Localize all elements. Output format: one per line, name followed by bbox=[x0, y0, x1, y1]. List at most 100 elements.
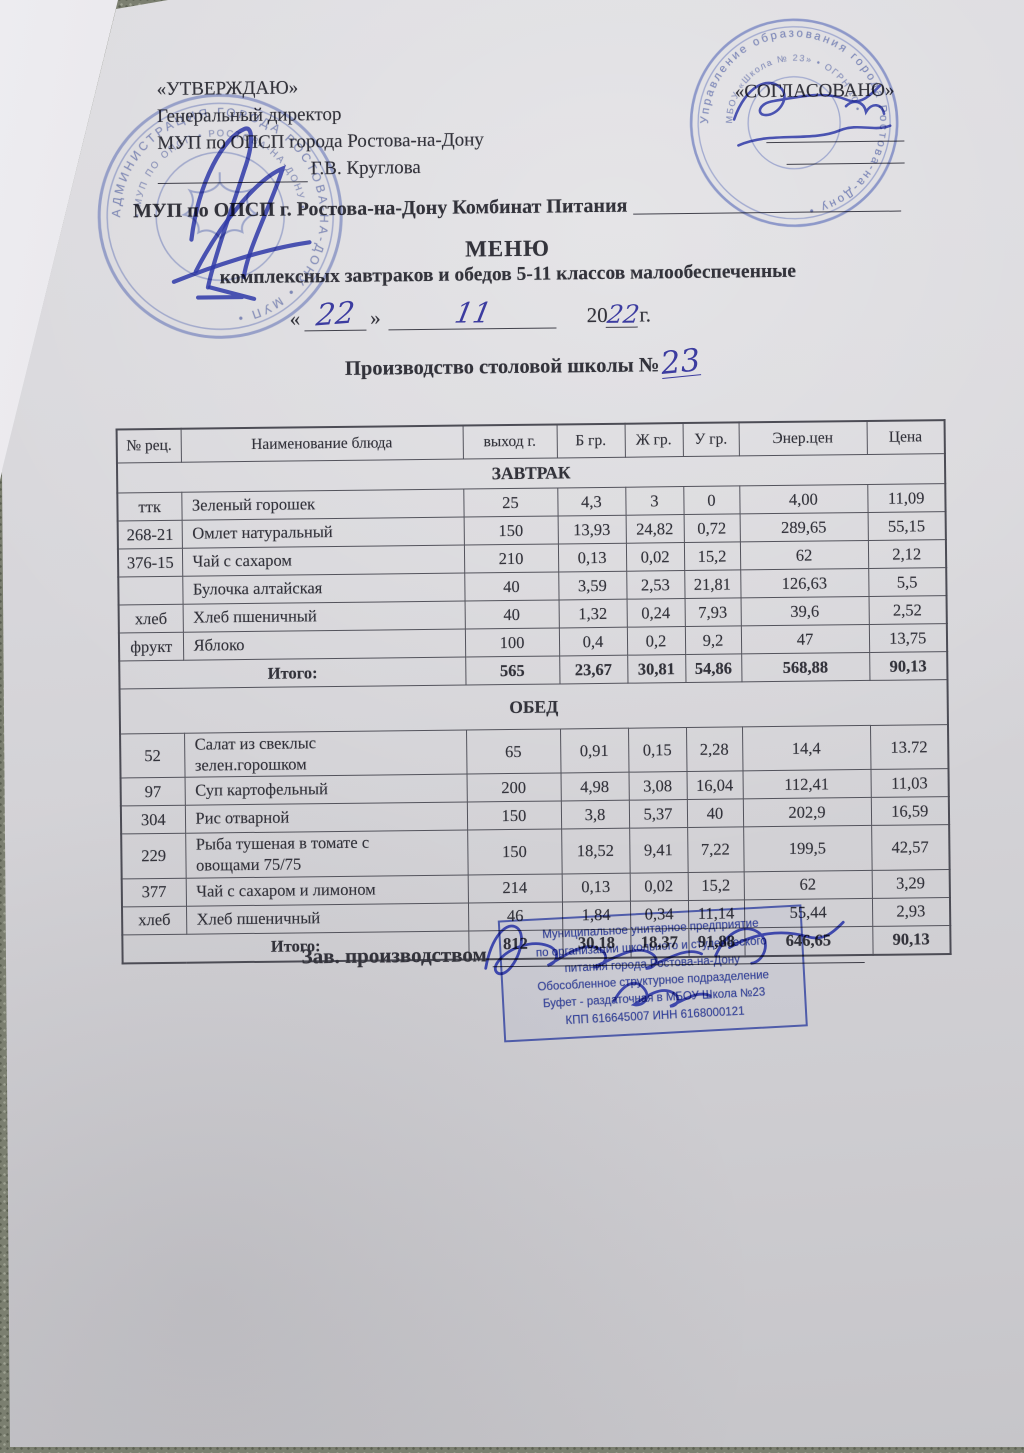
table-cell: 21,81 bbox=[684, 569, 741, 599]
table-cell: 18,52 bbox=[561, 828, 630, 874]
table-cell: 4,00 bbox=[739, 484, 868, 514]
table-cell: 16,04 bbox=[686, 771, 743, 800]
table-cell: 376-15 bbox=[117, 548, 183, 577]
production-line: Производство столовой школы № 23 bbox=[11, 342, 1024, 385]
table-cell: 0,13 bbox=[561, 872, 630, 902]
table-cell: 15,2 bbox=[683, 541, 741, 571]
table-cell: Омлет натуральный bbox=[181, 517, 464, 549]
column-header: Энер.цен bbox=[738, 420, 867, 456]
table-cell: 5,5 bbox=[868, 567, 947, 597]
table-cell: 39,6 bbox=[740, 596, 869, 626]
table-cell: 199,5 bbox=[743, 825, 872, 872]
date-year-slot: 20 22 г. bbox=[586, 299, 652, 329]
table-cell: Чай с сахаром bbox=[181, 545, 465, 577]
table-cell: 54,86 bbox=[685, 653, 742, 683]
table-cell: 23,67 bbox=[559, 655, 628, 684]
table-cell: 13.72 bbox=[869, 724, 949, 770]
table-cell: 7,93 bbox=[684, 597, 741, 627]
table-cell: 3,08 bbox=[628, 771, 687, 801]
table-cell: 565 bbox=[465, 655, 560, 686]
footer-label: Зав. производством bbox=[301, 942, 487, 969]
date-century: 20 bbox=[586, 302, 608, 328]
handwritten-year: 22 bbox=[605, 299, 642, 329]
table-cell: 62 bbox=[739, 540, 869, 570]
table-cell: 11,03 bbox=[870, 768, 949, 798]
table-cell: 4,98 bbox=[560, 772, 629, 802]
table-cell: 24,82 bbox=[625, 514, 684, 544]
table-cell: 0,13 bbox=[557, 543, 627, 572]
table-cell: 40 bbox=[686, 799, 744, 828]
table-cell: 7,22 bbox=[687, 827, 744, 873]
table-cell: 0,02 bbox=[629, 872, 688, 901]
stamp-ring bbox=[697, 26, 891, 220]
column-header: У гр. bbox=[682, 422, 739, 457]
table-cell: 9,2 bbox=[684, 625, 742, 655]
stamp-outer-circle bbox=[689, 18, 899, 228]
table-cell: 65 bbox=[466, 728, 561, 775]
table-cell: 16,59 bbox=[870, 796, 950, 826]
table-cell: 214 bbox=[467, 873, 562, 903]
table-cell: 0,4 bbox=[558, 627, 628, 656]
table-cell: 2,12 bbox=[867, 539, 947, 569]
table-cell: 3,59 bbox=[558, 571, 627, 600]
table-cell: Рыба тушеная в томате с овощами 75/75 bbox=[185, 830, 468, 878]
table-cell: 40 bbox=[464, 571, 559, 602]
table-cell: 30,81 bbox=[627, 654, 686, 684]
table-cell: 268-21 bbox=[117, 520, 182, 549]
round-stamp-right: Управление образования города Ростова-на… bbox=[689, 18, 899, 228]
table-cell: Суп картофельный bbox=[184, 774, 467, 806]
production-label: Производство столовой школы № bbox=[344, 354, 660, 380]
table-cell: Зеленый горошек bbox=[181, 489, 464, 521]
table-cell: 229 bbox=[121, 833, 186, 879]
table-cell: 0,72 bbox=[683, 513, 740, 543]
table-cell: 0,24 bbox=[626, 598, 685, 628]
table-cell bbox=[118, 576, 183, 605]
table-cell: 377 bbox=[121, 877, 186, 907]
table-cell: хлеб bbox=[118, 604, 183, 633]
signature-right bbox=[732, 81, 892, 147]
table-cell: Салат из свеклыс зелен.горошком bbox=[184, 730, 467, 778]
table-cell: 150 bbox=[466, 801, 562, 831]
signature-footer bbox=[484, 920, 845, 1008]
table-cell: 97 bbox=[120, 777, 185, 807]
table-cell: 150 bbox=[463, 515, 558, 546]
table-cell: 2,53 bbox=[626, 570, 685, 600]
table-cell: 5,37 bbox=[628, 799, 688, 829]
table-cell: 55,15 bbox=[867, 511, 946, 541]
table-cell: 3,29 bbox=[871, 869, 950, 898]
date-month-slot: 11 bbox=[388, 296, 557, 331]
table-cell: 40 bbox=[464, 599, 559, 630]
table-cell: 304 bbox=[120, 805, 186, 835]
table-cell: 62 bbox=[743, 869, 872, 900]
menu-table-body: ЗАВТРАК ттк Зеленый горошек 25 4,3 3 0 4,00 11,0… bbox=[116, 453, 951, 963]
table-cell: 150 bbox=[467, 829, 562, 875]
table-cell: 1,32 bbox=[558, 599, 627, 628]
table-cell: 15,2 bbox=[687, 871, 744, 901]
table-cell: 3 bbox=[625, 486, 684, 516]
table-cell: 0,2 bbox=[626, 626, 686, 656]
table-cell: Чай с сахаром и лимоном bbox=[185, 874, 468, 906]
table-cell: 90,13 bbox=[869, 651, 948, 681]
date-suffix: г. bbox=[639, 302, 652, 327]
table-cell: Хлеб пшеничный bbox=[185, 902, 469, 934]
table-cell: 0,91 bbox=[560, 728, 629, 774]
table-cell: Рис отварной bbox=[184, 802, 468, 834]
table-cell: Хлеб пшеничный bbox=[182, 601, 465, 633]
stamp-inner-circle bbox=[747, 76, 841, 170]
table-cell: 42,57 bbox=[871, 824, 950, 870]
table-cell: 0 bbox=[683, 485, 740, 515]
table-cell: 2,28 bbox=[686, 726, 743, 772]
table-cell: фрукт bbox=[118, 632, 184, 661]
column-header: Цена bbox=[866, 420, 945, 455]
column-header: выход г. bbox=[462, 424, 557, 460]
table-cell: 11,09 bbox=[867, 483, 946, 513]
table-cell: 13,75 bbox=[868, 623, 948, 653]
table-cell: 210 bbox=[463, 543, 559, 574]
signature-left bbox=[171, 126, 312, 302]
column-header: Наименование блюда bbox=[180, 425, 463, 463]
table-cell: 112,41 bbox=[742, 769, 871, 800]
table-cell: 0,02 bbox=[625, 542, 685, 572]
table-cell: Яблоко bbox=[182, 629, 466, 661]
